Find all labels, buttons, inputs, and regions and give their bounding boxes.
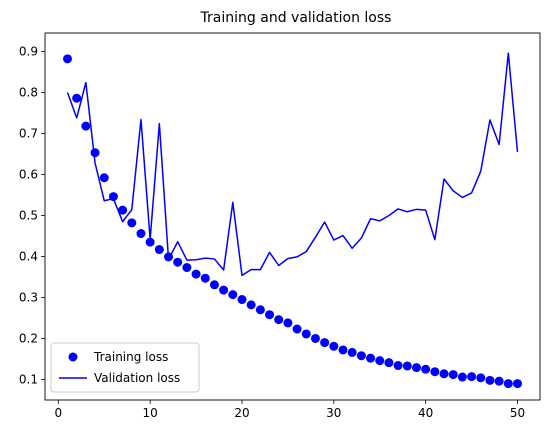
training-loss-point xyxy=(402,361,412,371)
x-tick-label: 30 xyxy=(326,406,341,420)
training-loss-point xyxy=(301,329,311,339)
training-loss-point xyxy=(310,333,320,343)
chart-title: Training and validation loss xyxy=(200,10,392,26)
training-loss-point xyxy=(173,257,183,267)
training-loss-point xyxy=(457,372,467,382)
training-loss-point xyxy=(228,290,238,300)
training-loss-point xyxy=(384,358,394,368)
legend-marker-swatch xyxy=(68,352,78,362)
axes: 0 10 20 30 40 50 0.1 0.2 0.3 0.4 0.5 0.6 0.7 0.8 0.9 xyxy=(19,32,541,420)
training-loss-point xyxy=(209,280,219,290)
y-tick-label: 0.5 xyxy=(19,208,38,222)
y-tick-label: 0.8 xyxy=(19,85,38,99)
legend-label: Validation loss xyxy=(94,371,180,385)
y-tick-label: 0.6 xyxy=(19,167,38,181)
training-loss-point xyxy=(421,364,431,374)
training-loss-point xyxy=(430,367,440,377)
training-loss-point xyxy=(63,54,72,64)
training-loss-point xyxy=(154,245,164,255)
legend: Training loss Validation loss xyxy=(50,342,200,393)
y-tick-label: 0.2 xyxy=(19,331,38,345)
training-loss-point xyxy=(265,310,275,320)
y-tick-label: 0.3 xyxy=(19,290,38,304)
training-loss-point xyxy=(145,237,155,247)
training-loss-point xyxy=(366,353,376,363)
training-loss-point xyxy=(127,218,137,228)
training-loss-point xyxy=(191,269,201,279)
training-loss-point xyxy=(81,121,91,131)
training-loss-point xyxy=(72,93,82,103)
training-loss-point xyxy=(118,205,128,215)
training-loss-point xyxy=(274,315,284,325)
x-tick-label: 0 xyxy=(54,406,62,420)
training-loss-point xyxy=(375,356,385,366)
training-loss-point xyxy=(182,263,192,273)
x-tick-label: 10 xyxy=(143,406,158,420)
training-loss-point xyxy=(439,369,449,379)
legend-label: Training loss xyxy=(93,350,168,364)
training-loss-point xyxy=(494,376,504,386)
x-tick-label: 20 xyxy=(234,406,249,420)
training-loss-point xyxy=(329,341,339,351)
x-tick-label: 50 xyxy=(510,406,525,420)
y-tick-label: 0.7 xyxy=(19,126,38,140)
y-tick-label: 0.4 xyxy=(19,249,38,263)
axes-frame xyxy=(44,32,541,401)
training-loss-point xyxy=(411,363,421,373)
x-tick-label: 40 xyxy=(418,406,433,420)
training-loss-point xyxy=(200,273,210,283)
training-loss-point xyxy=(246,300,256,310)
training-loss-point xyxy=(219,285,229,295)
training-loss-point xyxy=(255,305,265,315)
training-loss-point xyxy=(513,379,522,389)
training-loss-point xyxy=(467,372,477,382)
plot-area xyxy=(63,52,522,389)
training-loss-point xyxy=(503,379,513,389)
training-loss-point xyxy=(393,361,403,371)
training-loss-point xyxy=(485,375,495,385)
training-loss-point xyxy=(99,173,109,183)
training-loss-point xyxy=(237,295,247,305)
y-tick-label: 0.9 xyxy=(19,44,38,58)
training-loss-point xyxy=(90,148,100,158)
training-loss-point xyxy=(292,324,302,334)
training-loss-point xyxy=(338,345,348,355)
training-loss-point xyxy=(283,318,293,328)
training-loss-point xyxy=(347,347,357,357)
training-loss-point xyxy=(356,351,366,361)
training-loss-point xyxy=(136,229,146,239)
validation-loss-line xyxy=(66,52,519,277)
training-loss-point xyxy=(476,373,486,383)
training-loss-point xyxy=(448,370,458,380)
training-loss-point xyxy=(320,338,330,348)
legend-box xyxy=(50,342,200,393)
y-tick-label: 0.1 xyxy=(19,372,38,386)
